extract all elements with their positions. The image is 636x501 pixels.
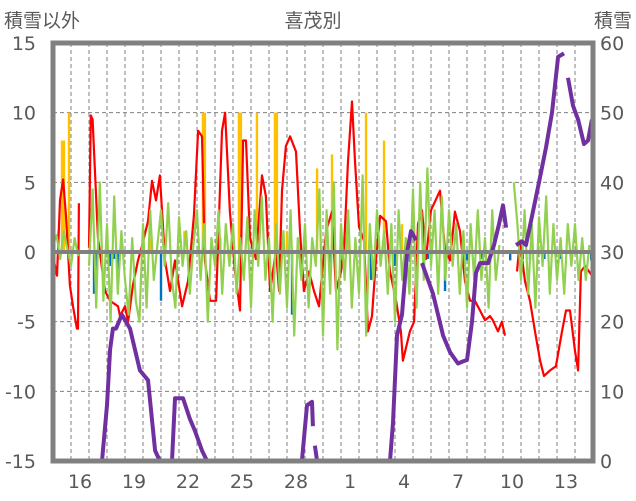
right-tick-label: 50 [600, 103, 624, 125]
orange-bar [273, 112, 277, 253]
orange-bar [275, 112, 279, 253]
right-tick-label: 20 [600, 312, 624, 334]
orange-bar [347, 238, 350, 252]
left-tick-label: 15 [12, 33, 36, 55]
right-tick-label: 60 [600, 33, 624, 55]
plot-border [50, 40, 596, 464]
tick-labels: -15 -10 -5 0 5 10 15 0 10 20 30 40 50 60 16 19 22 25 28 1 4 7… [5, 33, 624, 493]
right-tick-label: 10 [600, 381, 624, 403]
right-tick-label: 30 [600, 242, 624, 264]
x-tick-label: 28 [284, 471, 308, 493]
x-tick-label: 16 [68, 471, 92, 493]
green-series-line [51, 167, 591, 351]
blue-bar [328, 252, 332, 264]
blue-bar [369, 252, 373, 280]
orange-bar [255, 112, 259, 253]
blue-bar [509, 252, 512, 261]
right-axis-title: 積雪 [594, 10, 632, 32]
orange-bar [400, 224, 404, 252]
x-tick-label: 19 [122, 471, 146, 493]
x-tick-label: 22 [176, 471, 200, 493]
x-tick-label: 1 [344, 471, 356, 493]
blue-bar [543, 252, 546, 259]
chart-title: 喜茂別 [284, 10, 341, 32]
axes [50, 40, 596, 464]
x-tick-label: 25 [230, 471, 254, 493]
x-tick-label: 7 [452, 471, 464, 493]
orange-bar [285, 231, 289, 252]
blue-bar [116, 252, 120, 280]
left-tick-label: 5 [24, 172, 36, 194]
orange-bar [382, 140, 386, 252]
right-tick-label: 0 [600, 451, 612, 473]
orange-bar [237, 112, 241, 253]
right-tick-label: 40 [600, 172, 624, 194]
blue-bar [393, 252, 397, 266]
orange-bar [330, 154, 334, 252]
orange-bar [67, 112, 71, 253]
blue-bar [112, 252, 116, 259]
orange-bar [364, 112, 368, 253]
blue-bar [465, 252, 469, 261]
left-tick-label: 10 [12, 103, 36, 125]
orange-bar [149, 238, 152, 252]
blue-bar [559, 252, 562, 259]
orange-bar [239, 112, 243, 253]
x-tick-label: 13 [554, 471, 578, 493]
left-tick-label: -5 [17, 312, 36, 334]
left-tick-label: -10 [5, 381, 36, 403]
blue-bar [108, 252, 112, 266]
blue-bar [92, 252, 96, 294]
left-axis-title: 積雪以外 [4, 10, 80, 32]
blue-bar [94, 252, 98, 273]
x-tick-label: 10 [500, 471, 524, 493]
blue-bar [480, 252, 483, 259]
orange-bar [60, 140, 64, 252]
orange-bar [315, 168, 319, 252]
blue-bar [426, 252, 430, 259]
left-tick-label: 0 [24, 242, 36, 264]
orange-bar [203, 112, 207, 253]
left-tick-label: -15 [5, 451, 36, 473]
x-tick-label: 4 [398, 471, 410, 493]
blue-bar [159, 252, 163, 301]
